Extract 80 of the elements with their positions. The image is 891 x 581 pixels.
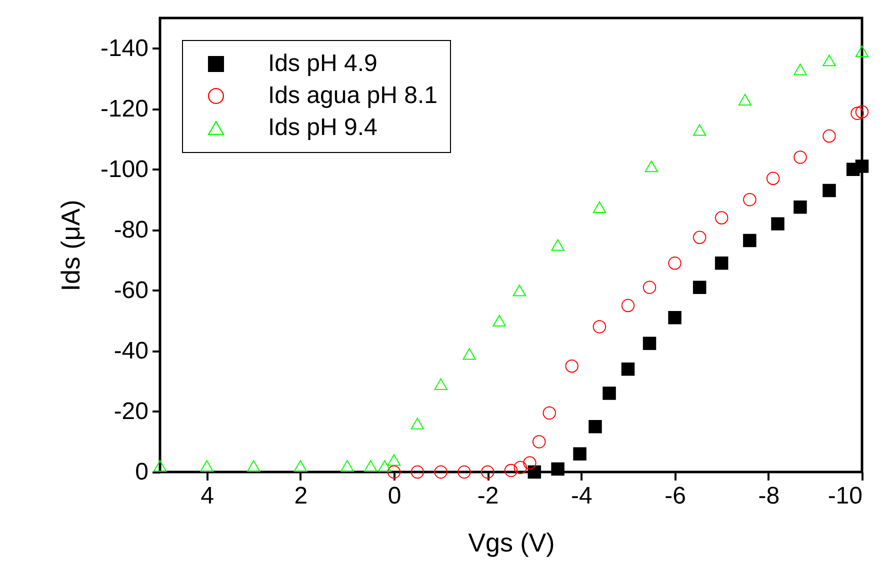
point — [592, 320, 606, 334]
point — [340, 460, 354, 472]
point — [621, 362, 635, 376]
point — [387, 465, 401, 479]
point — [434, 378, 448, 390]
point — [588, 420, 602, 434]
x-tick-label: -4 — [571, 482, 592, 510]
point — [766, 172, 780, 186]
y-tick-label: -40 — [114, 337, 148, 364]
point — [668, 256, 682, 270]
x-tick-label: 4 — [200, 482, 214, 510]
point — [523, 456, 536, 470]
x-tick-label: 0 — [388, 482, 402, 510]
point — [592, 201, 606, 213]
point — [528, 465, 542, 479]
point — [480, 465, 494, 479]
point — [692, 280, 706, 294]
x-tick-label: 2 — [294, 482, 308, 510]
point — [822, 184, 836, 198]
point — [794, 64, 807, 76]
point — [246, 460, 260, 472]
point — [714, 211, 728, 224]
y-tick-label: -20 — [114, 398, 148, 425]
point — [794, 150, 807, 164]
point — [692, 230, 706, 244]
x-tick-label: -2 — [477, 482, 499, 510]
point — [410, 465, 424, 479]
point — [738, 94, 752, 106]
point — [621, 298, 635, 312]
point — [512, 284, 526, 296]
point — [692, 124, 706, 136]
point — [855, 45, 869, 58]
point — [504, 464, 518, 478]
y-tick-label: -120 — [100, 95, 148, 122]
y-tick-label: -80 — [114, 216, 148, 244]
point — [565, 359, 578, 373]
point — [434, 465, 448, 479]
y-tick-label: -140 — [100, 34, 148, 62]
y-tick-label: 0 — [135, 458, 148, 486]
point — [855, 105, 869, 118]
x-axis-title: Vgs (V) — [468, 528, 555, 558]
point — [822, 54, 836, 66]
x-tick-label: -10 — [828, 482, 862, 510]
point — [822, 129, 836, 143]
point — [294, 460, 308, 472]
point — [462, 348, 476, 360]
point — [378, 460, 392, 472]
point — [644, 160, 658, 172]
legend-label: Ids pH 4.9 — [268, 50, 378, 77]
point — [551, 462, 564, 476]
point — [573, 447, 586, 460]
point — [668, 311, 682, 324]
point — [200, 460, 214, 472]
point — [743, 234, 756, 248]
point — [532, 435, 546, 448]
point — [602, 386, 616, 400]
point — [542, 406, 556, 420]
point — [642, 280, 656, 294]
point — [850, 106, 864, 120]
point — [387, 454, 401, 466]
y-tick-label: -100 — [100, 156, 148, 183]
point — [410, 418, 424, 430]
point — [714, 256, 728, 270]
x-tick-label: -8 — [758, 482, 780, 510]
point — [153, 460, 167, 472]
point — [855, 160, 869, 173]
point — [364, 460, 378, 472]
legend-label: Ids pH 9.4 — [268, 114, 378, 141]
legend-label: Ids agua pH 8.1 — [268, 82, 438, 109]
point — [458, 465, 471, 479]
y-axis-title: Ids (μA) — [55, 200, 86, 292]
point — [743, 192, 756, 206]
point — [492, 314, 506, 326]
point — [514, 460, 527, 474]
point — [794, 200, 807, 214]
y-tick-label: -60 — [114, 276, 148, 304]
point — [551, 239, 564, 251]
x-tick-label: -6 — [664, 482, 686, 510]
point — [771, 217, 784, 230]
point — [642, 336, 656, 350]
